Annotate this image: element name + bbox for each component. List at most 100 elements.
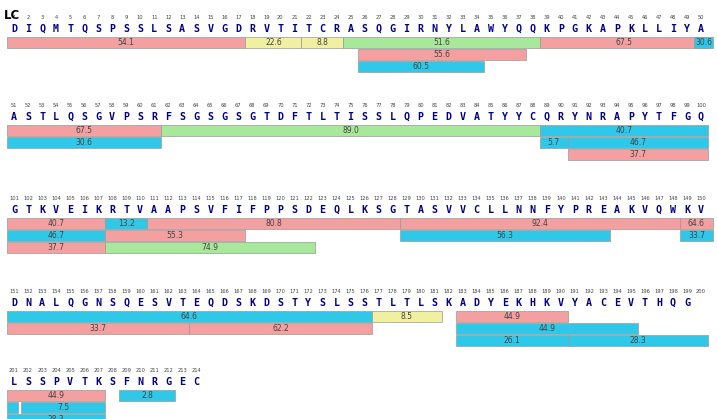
Text: A: A xyxy=(151,205,157,215)
Text: Y: Y xyxy=(488,298,494,308)
Text: 16: 16 xyxy=(221,15,227,20)
Text: 45: 45 xyxy=(628,15,634,20)
Text: 92: 92 xyxy=(586,103,592,108)
Text: 12: 12 xyxy=(165,15,171,20)
Text: D: D xyxy=(11,298,17,308)
Text: 72: 72 xyxy=(305,103,312,108)
Text: 172: 172 xyxy=(303,289,313,294)
Text: 33.7: 33.7 xyxy=(90,324,107,333)
Text: 89.0: 89.0 xyxy=(342,126,359,135)
Text: 46.7: 46.7 xyxy=(47,231,65,240)
Text: 32: 32 xyxy=(445,15,452,20)
Text: Y: Y xyxy=(642,112,648,122)
Bar xyxy=(189,323,371,334)
Text: V: V xyxy=(207,24,213,34)
Text: Q: Q xyxy=(516,24,522,34)
Text: 44: 44 xyxy=(614,15,620,20)
Text: 5: 5 xyxy=(69,15,72,20)
Bar xyxy=(105,218,147,229)
Text: 14: 14 xyxy=(193,15,199,20)
Text: 21: 21 xyxy=(291,15,298,20)
Text: P: P xyxy=(417,112,424,122)
Text: 98: 98 xyxy=(670,103,676,108)
Text: S: S xyxy=(194,24,199,34)
Text: S: S xyxy=(277,298,283,308)
Text: F: F xyxy=(543,205,550,215)
Text: 206: 206 xyxy=(79,368,89,373)
Bar xyxy=(7,390,105,401)
Text: 52: 52 xyxy=(25,103,32,108)
Text: 39: 39 xyxy=(543,15,550,20)
Text: 119: 119 xyxy=(262,196,271,201)
Text: 143: 143 xyxy=(598,196,608,201)
Text: 81: 81 xyxy=(432,103,438,108)
Text: C: C xyxy=(474,205,480,215)
Bar xyxy=(568,149,708,160)
Text: S: S xyxy=(361,24,368,34)
Text: S: S xyxy=(320,298,326,308)
Text: P: P xyxy=(109,24,115,34)
Text: LC: LC xyxy=(4,9,20,22)
Text: 149: 149 xyxy=(682,196,692,201)
Bar xyxy=(7,414,105,419)
Text: 125: 125 xyxy=(346,196,356,201)
Text: Y: Y xyxy=(684,24,690,34)
Text: 210: 210 xyxy=(136,368,145,373)
Bar xyxy=(568,137,708,148)
Text: 18: 18 xyxy=(249,15,255,20)
Text: 157: 157 xyxy=(93,289,103,294)
Text: 204: 204 xyxy=(51,368,61,373)
Text: 141: 141 xyxy=(570,196,579,201)
Text: 195: 195 xyxy=(626,289,636,294)
Text: H: H xyxy=(656,298,662,308)
Text: 183: 183 xyxy=(457,289,467,294)
Text: K: K xyxy=(39,205,45,215)
Text: 145: 145 xyxy=(626,196,636,201)
Text: 203: 203 xyxy=(37,368,47,373)
Text: Y: Y xyxy=(502,112,508,122)
Text: 169: 169 xyxy=(262,289,271,294)
Text: 102: 102 xyxy=(23,196,33,201)
Text: S: S xyxy=(123,24,129,34)
Text: R: R xyxy=(558,112,564,122)
Text: 69: 69 xyxy=(263,103,270,108)
Text: 209: 209 xyxy=(121,368,131,373)
Text: L: L xyxy=(460,24,465,34)
Text: 197: 197 xyxy=(654,289,664,294)
Text: G: G xyxy=(684,112,690,122)
Bar xyxy=(161,125,540,136)
Text: T: T xyxy=(81,377,87,387)
Text: 61: 61 xyxy=(151,103,158,108)
Text: V: V xyxy=(628,298,634,308)
Text: S: S xyxy=(81,112,87,122)
Text: 132: 132 xyxy=(444,196,454,201)
Text: 123: 123 xyxy=(318,196,328,201)
Text: 117: 117 xyxy=(234,196,243,201)
Text: A: A xyxy=(460,298,465,308)
Text: 46: 46 xyxy=(642,15,648,20)
Text: P: P xyxy=(628,112,634,122)
Text: E: E xyxy=(502,298,508,308)
Text: K: K xyxy=(516,298,522,308)
Text: 199: 199 xyxy=(682,289,692,294)
Text: 212: 212 xyxy=(163,368,173,373)
Text: 137: 137 xyxy=(514,196,523,201)
Text: 93: 93 xyxy=(599,103,606,108)
Text: 173: 173 xyxy=(318,289,328,294)
Text: T: T xyxy=(404,205,409,215)
Text: N: N xyxy=(25,298,31,308)
Text: V: V xyxy=(698,205,704,215)
Text: 118: 118 xyxy=(247,196,257,201)
Bar xyxy=(7,230,105,241)
Text: 25: 25 xyxy=(347,15,353,20)
Text: 5.7: 5.7 xyxy=(548,138,560,147)
Text: 7: 7 xyxy=(97,15,100,20)
Text: 84: 84 xyxy=(473,103,480,108)
Text: 29: 29 xyxy=(403,15,410,20)
Text: A: A xyxy=(39,298,45,308)
Text: K: K xyxy=(95,205,101,215)
Text: 124: 124 xyxy=(332,196,341,201)
Text: Q: Q xyxy=(67,112,73,122)
Text: 60.5: 60.5 xyxy=(412,62,429,71)
Text: 8.8: 8.8 xyxy=(316,38,328,47)
